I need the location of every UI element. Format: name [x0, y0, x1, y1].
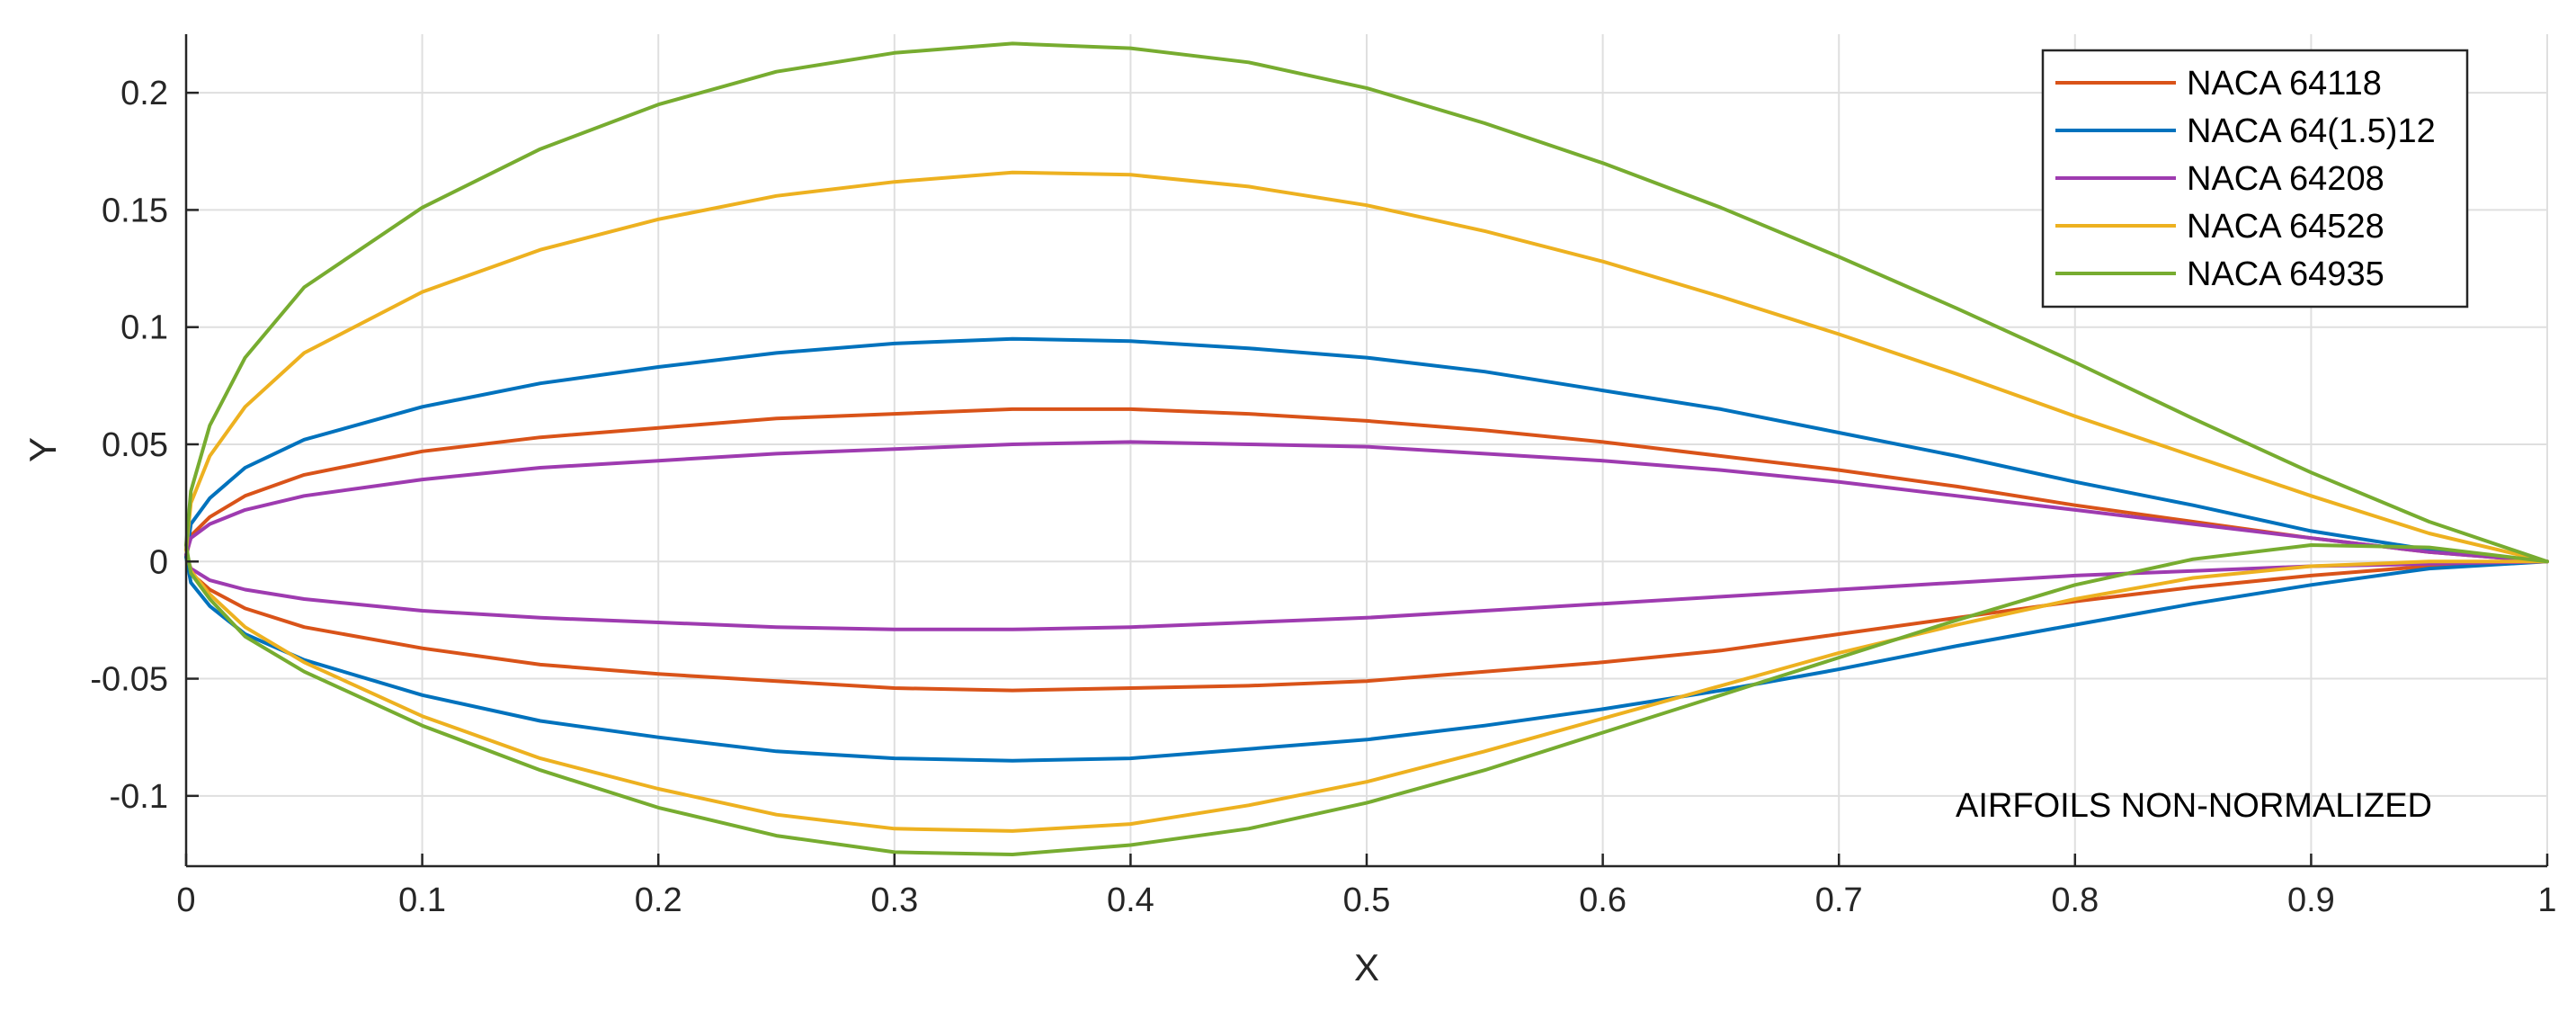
y-axis-label: Y: [22, 437, 64, 462]
x-tick-label: 0.8: [2051, 881, 2099, 919]
x-tick-label: 0.9: [2287, 881, 2335, 919]
legend-label-1: NACA 64(1.5)12: [2187, 112, 2436, 150]
x-tick-label: 0.1: [398, 881, 446, 919]
x-axis-label: X: [1354, 946, 1379, 989]
annotation-text: AIRFOILS NON-NORMALIZED: [1956, 787, 2432, 825]
legend-label-2: NACA 64208: [2187, 160, 2384, 198]
x-tick-label: 0.6: [1579, 881, 1627, 919]
legend: NACA 64118 NACA 64(1.5)12 NACA 64208 NACA 6…: [2041, 49, 2469, 309]
legend-label-3: NACA 64528: [2187, 208, 2384, 246]
legend-label-4: NACA 64935: [2187, 255, 2384, 293]
x-tick-label: 0: [176, 881, 195, 919]
x-tick-label: 0.7: [1815, 881, 1863, 919]
x-tick-label: 1: [2537, 881, 2556, 919]
y-tick-label: -0.1: [110, 778, 168, 816]
y-tick-label: -0.05: [90, 661, 168, 699]
x-tick-label: 0.2: [635, 881, 682, 919]
x-tick-label: 0.5: [1343, 881, 1391, 919]
x-tick-label: 0.3: [870, 881, 918, 919]
legend-label-0: NACA 64118: [2187, 65, 2382, 103]
x-tick-label: 0.4: [1107, 881, 1154, 919]
y-tick-label: 0.1: [120, 309, 168, 347]
y-tick-label: 0.2: [120, 75, 168, 112]
y-tick-label: 0: [149, 543, 168, 581]
series-group: [184, 41, 2549, 856]
series-line-4: [184, 41, 2549, 856]
y-tick-label: 0.15: [102, 192, 168, 229]
ticks: 0 0.1 0.2 0.3 0.4 0.5 0.6 0.7 0.8 0.9 1 -0.1 -0.05 0 0…: [90, 75, 2556, 919]
y-tick-label: 0.05: [102, 426, 168, 464]
